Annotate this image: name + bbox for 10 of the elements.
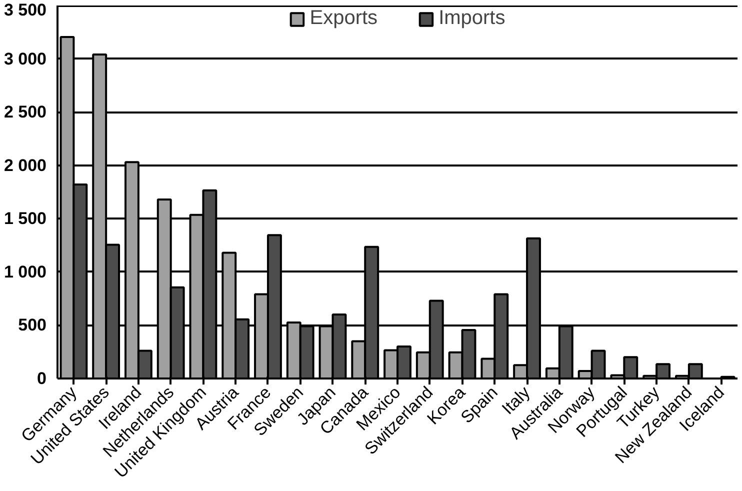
- y-tick-label: 1 000: [4, 262, 47, 282]
- y-tick-label: 3 500: [4, 0, 47, 20]
- y-tick-label: 3 000: [4, 49, 47, 68]
- legend-label: Imports: [438, 7, 506, 30]
- y-tick-label: 0: [37, 369, 47, 388]
- legend-label: Exports: [310, 7, 378, 30]
- y-tick-label: 500: [18, 316, 47, 335]
- y-tick-label: 2 000: [4, 156, 47, 175]
- y-tick-label: 1 500: [4, 209, 47, 228]
- y-tick-label: 2 500: [4, 102, 47, 122]
